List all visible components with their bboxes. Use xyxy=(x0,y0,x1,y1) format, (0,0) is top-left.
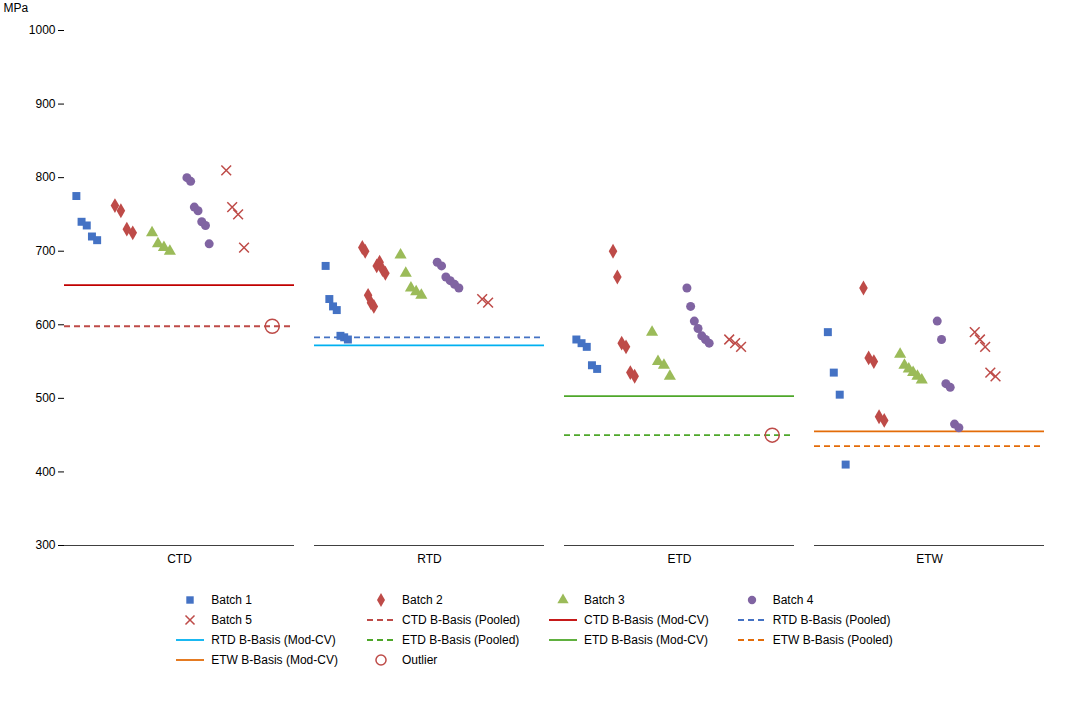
html-text:Batch 1: Batch 1 xyxy=(211,593,252,607)
svg-text:800: 800 xyxy=(35,170,55,184)
svg-text:500: 500 xyxy=(35,391,55,405)
svg-text:RTD: RTD xyxy=(417,552,442,566)
html-text:ETD B-Basis (Pooled): ETD B-Basis (Pooled) xyxy=(402,633,520,647)
html-text:CTD B-Basis (Pooled): CTD B-Basis (Pooled) xyxy=(402,613,520,627)
svg-text:400: 400 xyxy=(35,465,55,479)
html-text:ETW B-Basis (Mod-CV): ETW B-Basis (Mod-CV) xyxy=(211,653,338,667)
html-text:ETW B-Basis (Pooled): ETW B-Basis (Pooled) xyxy=(772,633,893,647)
html-text:Batch 4: Batch 4 xyxy=(772,593,814,607)
svg-text:1000: 1000 xyxy=(29,23,56,37)
html-text:Batch 5: Batch 5 xyxy=(211,613,252,627)
html-text:RTD B-Basis (Pooled): RTD B-Basis (Pooled) xyxy=(772,613,891,627)
svg-text:300: 300 xyxy=(35,538,55,552)
html-text:RTD B-Basis (Mod-CV): RTD B-Basis (Mod-CV) xyxy=(211,633,336,647)
svg-text:600: 600 xyxy=(35,318,55,332)
svg-text:900: 900 xyxy=(35,97,55,111)
svg-text:700: 700 xyxy=(35,244,55,258)
svg-text:MPa: MPa xyxy=(4,1,29,15)
svg-text:ETD: ETD xyxy=(668,552,692,566)
svg-text:CTD: CTD xyxy=(167,552,192,566)
html-text:Outlier: Outlier xyxy=(402,653,438,667)
html-text:Batch 3: Batch 3 xyxy=(584,593,625,607)
html-text:ETD B-Basis (Mod-CV): ETD B-Basis (Mod-CV) xyxy=(584,633,708,647)
html-text:CTD B-Basis (Mod-CV): CTD B-Basis (Mod-CV) xyxy=(584,613,709,627)
html-text:Batch 2: Batch 2 xyxy=(402,593,443,607)
svg-text:ETW: ETW xyxy=(916,552,943,566)
